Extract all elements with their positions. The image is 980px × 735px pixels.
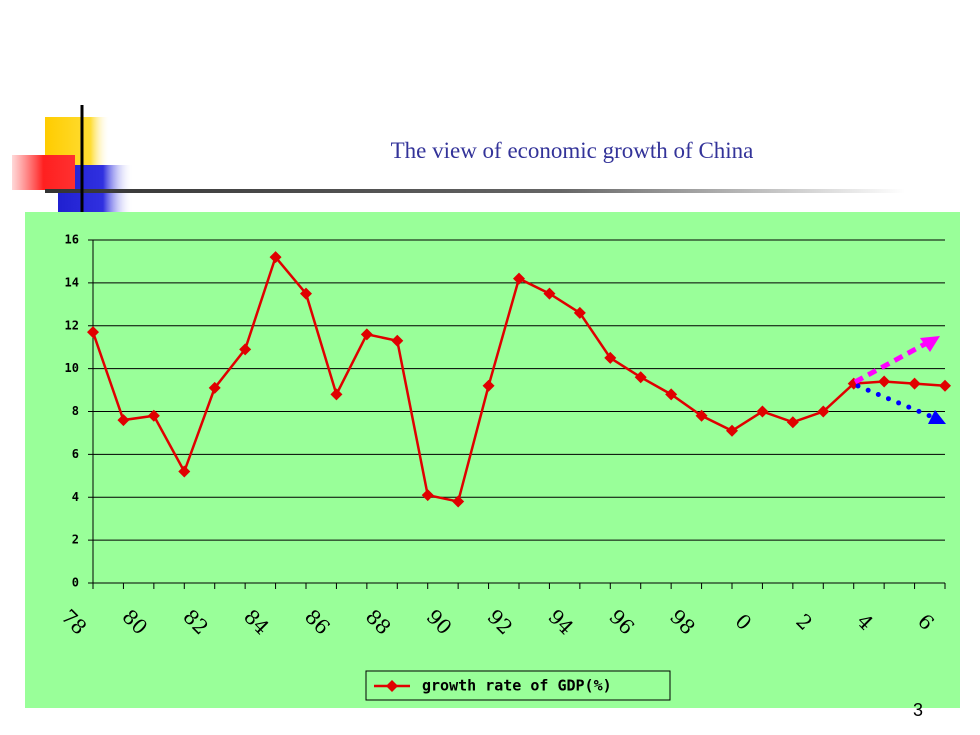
data-point [634,371,647,384]
y-tick-label: 6 [72,447,79,461]
data-point [117,414,130,427]
deco-red [12,155,75,190]
page-number: 3 [913,700,923,720]
chart-area [25,212,960,708]
y-tick-label: 8 [72,404,79,418]
data-point [208,381,221,394]
data-point [421,489,434,502]
data-point [360,328,373,341]
data-point [573,306,586,319]
legend-label: growth rate of GDP(%) [422,677,612,695]
slide-title: The view of economic growth of China [391,138,754,163]
data-point [604,351,617,364]
data-point [939,379,951,392]
y-tick-label: 10 [65,361,79,375]
y-tick-label: 12 [65,318,79,332]
data-point [513,272,525,285]
data-point [726,424,738,437]
data-point [908,377,921,390]
data-point [452,495,465,508]
data-point [786,416,799,429]
y-tick-label: 16 [65,233,79,247]
data-point [391,334,404,347]
legend-box [365,670,671,701]
arrow-down-head [928,410,946,424]
y-tick-label: 14 [65,275,79,289]
data-point [330,388,343,401]
y-tick-label: 0 [72,576,79,590]
data-point [756,405,769,418]
data-point [269,251,282,264]
data-point [543,287,556,300]
data-point [665,388,678,401]
data-point [178,465,191,478]
y-tick-label: 4 [72,490,79,504]
arrow-down [855,383,933,419]
data-point [482,379,495,392]
legend-marker [386,680,398,692]
data-point [147,409,160,422]
arrow-up-head [920,336,940,352]
data-point [239,343,252,356]
title-rule [45,189,905,193]
y-tick-label: 2 [72,533,79,547]
data-point [87,326,99,339]
arrow-up [853,341,927,385]
data-point [817,405,830,418]
data-point [300,287,312,300]
data-point [878,375,891,388]
data-point [695,409,708,422]
